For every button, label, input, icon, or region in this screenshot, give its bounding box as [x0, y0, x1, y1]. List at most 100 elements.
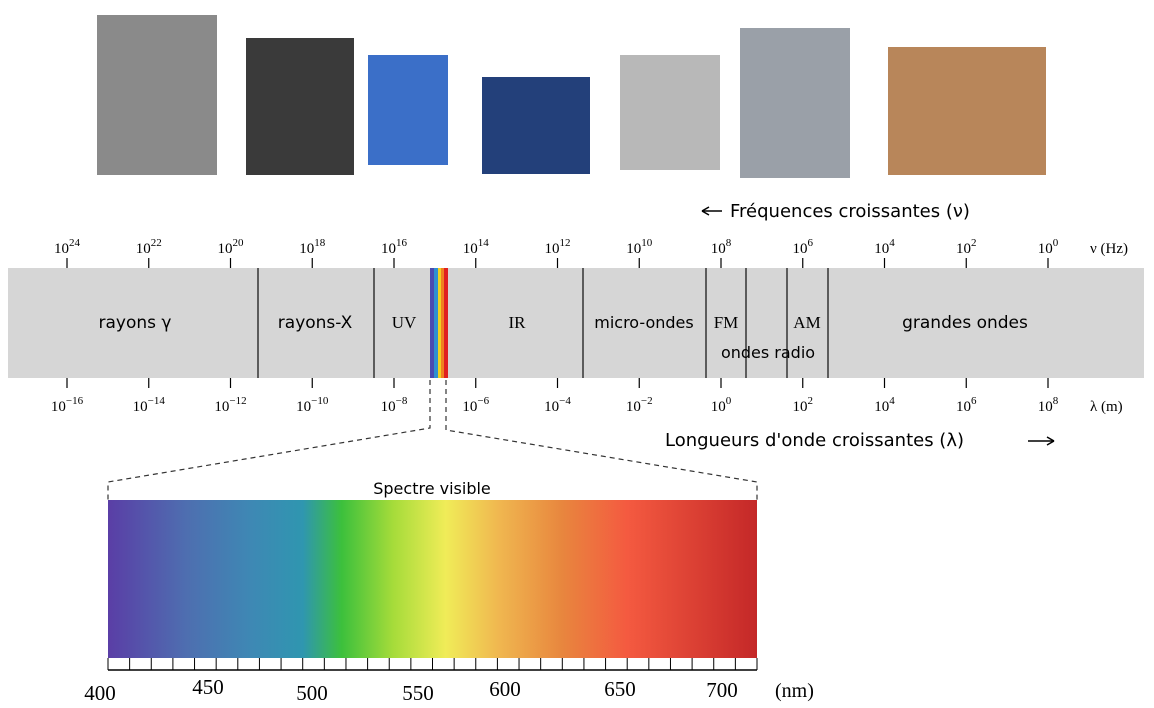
tick-base: 10 — [1038, 399, 1053, 415]
tick-label: 1024 — [54, 237, 81, 257]
tick-label: 102 — [793, 395, 814, 415]
photos — [97, 15, 1046, 178]
tick-base: 10 — [296, 399, 311, 415]
tick-label: 1022 — [136, 237, 162, 257]
tick-label: 1016 — [381, 237, 408, 257]
tick-label: 100 — [711, 395, 732, 415]
tick-base: 10 — [544, 399, 559, 415]
photo — [740, 28, 850, 178]
tick-exp: 0 — [726, 395, 732, 407]
tick-base: 10 — [626, 241, 641, 257]
tick-base: 10 — [956, 399, 971, 415]
tick-label: 104 — [874, 237, 895, 257]
photo — [368, 55, 448, 165]
tick-label: 104 — [874, 395, 895, 415]
tick-exp: 2 — [971, 237, 977, 249]
visible-title: Spectre visible — [373, 479, 491, 498]
tick-base: 10 — [711, 399, 726, 415]
band-label: FM — [714, 313, 739, 332]
tick-exp: 6 — [808, 237, 814, 249]
visible-stripe — [430, 268, 448, 378]
tick-exp: 4 — [889, 237, 895, 249]
tick-label: 10−2 — [626, 395, 653, 415]
band-label: IR — [509, 313, 527, 332]
tick-exp: −16 — [66, 395, 84, 407]
tick-base: 10 — [626, 399, 641, 415]
tick-label: 10−14 — [133, 395, 166, 415]
frequency-unit: ν (Hz) — [1090, 241, 1128, 257]
tick-base: 10 — [793, 399, 808, 415]
tick-label: 100 — [1038, 237, 1059, 257]
tick-label: 10−10 — [296, 395, 329, 415]
tick-exp: −8 — [396, 395, 408, 407]
tick-label: 1018 — [299, 237, 326, 257]
band-label: rayons γ — [99, 313, 172, 333]
tick-label: 1012 — [545, 237, 571, 257]
tick-exp: −12 — [229, 395, 246, 407]
tick-label: 1014 — [463, 237, 490, 257]
tick-base: 10 — [874, 399, 889, 415]
photo — [482, 77, 590, 174]
band-label: grandes ondes — [902, 313, 1028, 333]
wavelength-title: Longueurs d'onde croissantes (λ) — [665, 430, 964, 451]
photo — [888, 47, 1046, 175]
tick-exp: 14 — [478, 237, 490, 249]
visible-tick-label: 700 — [706, 678, 738, 702]
tick-label: 1020 — [218, 237, 245, 257]
tick-base: 10 — [874, 241, 889, 257]
tick-label: 108 — [711, 237, 732, 257]
visible-tick-label: 600 — [489, 677, 521, 701]
tick-label: 106 — [956, 395, 977, 415]
tick-label: 10−16 — [51, 395, 84, 415]
stripe — [441, 268, 444, 378]
tick-exp: 16 — [396, 237, 408, 249]
visible-tick-label: 450 — [192, 675, 224, 699]
tick-exp: 4 — [889, 395, 895, 407]
tick-exp: 2 — [808, 395, 814, 407]
band-label: UV — [392, 313, 417, 332]
tick-label: 102 — [956, 237, 977, 257]
stripe — [434, 268, 438, 378]
tick-label: 108 — [1038, 395, 1059, 415]
tick-base: 10 — [133, 399, 148, 415]
tick-exp: −4 — [559, 395, 571, 407]
tick-base: 10 — [463, 241, 478, 257]
band-label: ondes radio — [721, 343, 815, 362]
band-label: AM — [793, 313, 820, 332]
wavelength-unit: λ (m) — [1090, 399, 1123, 415]
tick-base: 10 — [462, 399, 477, 415]
tick-base: 10 — [711, 241, 726, 257]
tick-exp: −10 — [311, 395, 329, 407]
tick-label: 10−12 — [214, 395, 246, 415]
tick-base: 10 — [51, 399, 66, 415]
em-spectrum: Fréquences croissantes (ν) ν (Hz) rayons… — [0, 0, 1154, 708]
tick-base: 10 — [136, 241, 151, 257]
tick-label: 10−8 — [381, 395, 408, 415]
tick-base: 10 — [218, 241, 233, 257]
tick-base: 10 — [299, 241, 314, 257]
stripe — [444, 268, 448, 378]
tick-exp: 12 — [560, 237, 571, 249]
tick-exp: 22 — [151, 237, 162, 249]
tick-exp: 24 — [69, 237, 81, 249]
tick-exp: 6 — [971, 395, 977, 407]
tick-base: 10 — [956, 241, 971, 257]
tick-base: 10 — [1038, 241, 1053, 257]
tick-base: 10 — [793, 241, 808, 257]
tick-exp: 20 — [233, 237, 245, 249]
tick-exp: −2 — [641, 395, 653, 407]
tick-base: 10 — [381, 241, 396, 257]
tick-exp: 18 — [314, 237, 326, 249]
band-label: micro-ondes — [594, 313, 693, 332]
tick-base: 10 — [381, 399, 396, 415]
photo — [97, 15, 217, 175]
stripe — [438, 268, 441, 378]
visible-tick-label: 650 — [604, 677, 636, 701]
tick-base: 10 — [214, 399, 229, 415]
tick-label: 10−6 — [462, 395, 489, 415]
visible-unit: (nm) — [775, 680, 814, 702]
tick-exp: 0 — [1053, 237, 1059, 249]
tick-base: 10 — [54, 241, 69, 257]
photo — [246, 38, 354, 175]
visible-spectrum — [108, 500, 757, 658]
